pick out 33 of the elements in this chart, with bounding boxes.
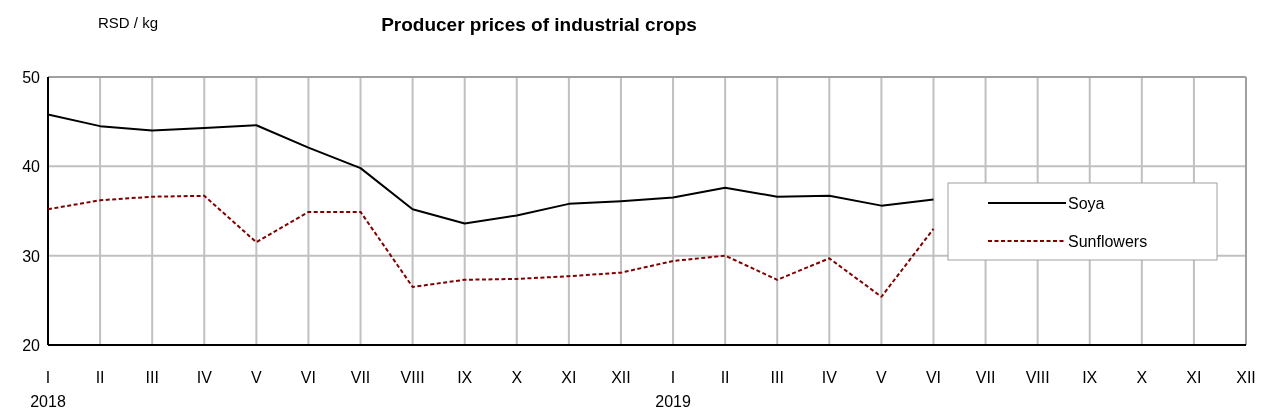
x-tick-label: II [95, 369, 105, 386]
x-tick-label: III [145, 369, 159, 386]
x-tick-label: VIII [1025, 369, 1050, 386]
x-tick-label: IX [457, 369, 473, 386]
x-tick-label: VII [350, 369, 371, 386]
x-tick-label: VI [300, 369, 316, 386]
x-tick-label: VIII [400, 369, 425, 386]
y-tick-label: 20 [22, 337, 41, 354]
x-tick-label: II [720, 369, 730, 386]
legend-label: Soya [1068, 195, 1105, 212]
x-tick-label: I 2018 [30, 369, 66, 410]
x-tick-label: XI [1186, 369, 1202, 386]
x-tick-label: V [876, 369, 888, 386]
x-tick-label: IV [821, 369, 838, 386]
x-tick-label: X [511, 369, 523, 386]
chart-title: Producer prices of industrial crops [381, 14, 697, 35]
x-tick-label: IV [196, 369, 213, 386]
x-tick-label: V [251, 369, 263, 386]
x-tick-label: I 2019 [655, 369, 691, 410]
x-tick-label: XI [561, 369, 577, 386]
x-tick-label: X [1136, 369, 1148, 386]
x-tick-label: IX [1082, 369, 1098, 386]
x-tick-label: VII [975, 369, 996, 386]
y-tick-label: 40 [22, 158, 41, 176]
y-tick-label: 30 [22, 247, 41, 265]
x-tick-label: XII [1236, 369, 1256, 386]
y-tick-label: 50 [22, 69, 41, 86]
x-tick-label: III [770, 369, 784, 386]
line-series [47, 194, 935, 298]
x-tick-label: VI [925, 369, 942, 386]
legend-label: Sunflowers [1068, 233, 1148, 250]
x-tick-label: XII [611, 369, 631, 386]
y-axis-title: RSD / kg [97, 14, 159, 31]
